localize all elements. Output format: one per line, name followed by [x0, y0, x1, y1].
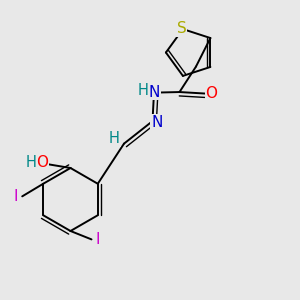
Text: I: I	[96, 232, 100, 247]
Text: N: N	[149, 85, 160, 100]
Text: I: I	[14, 189, 18, 204]
Text: O: O	[36, 155, 48, 170]
Text: H: H	[137, 83, 148, 98]
Text: H: H	[26, 155, 36, 170]
Text: H: H	[109, 131, 120, 146]
Text: O: O	[206, 86, 218, 101]
Text: N: N	[151, 115, 163, 130]
Text: S: S	[176, 21, 186, 36]
